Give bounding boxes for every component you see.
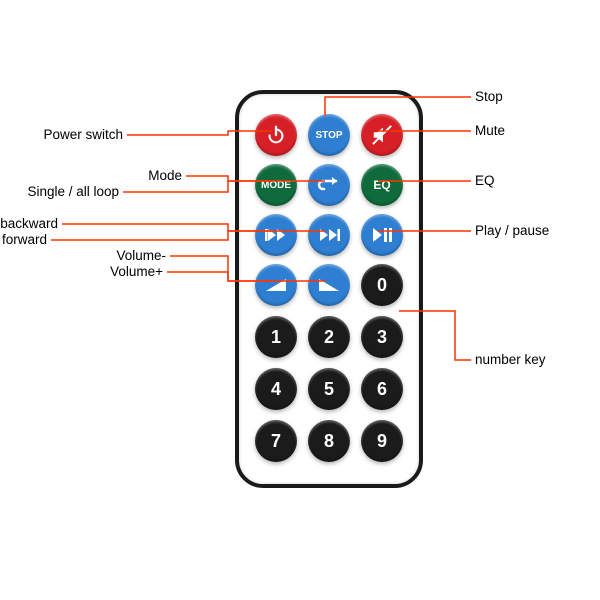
lead-stop — [325, 97, 471, 116]
lead-voldown — [170, 256, 272, 281]
label-voldown: Volume- — [116, 248, 166, 263]
lead-next — [62, 224, 272, 231]
label-next: Next song / fast backward — [0, 216, 58, 231]
lead-prev — [51, 231, 325, 240]
label-prev: Previous song / fast forward — [0, 232, 47, 247]
label-stop: Stop — [475, 89, 503, 104]
lead-volup — [167, 272, 325, 281]
label-loop: Single / all loop — [27, 184, 119, 199]
label-power: Power switch — [43, 127, 123, 142]
label-numkey: number key — [475, 352, 546, 367]
label-playpause: Play / pause — [475, 223, 549, 238]
label-eq: EQ — [475, 173, 495, 188]
lead-power — [127, 131, 272, 135]
leader-lines — [0, 0, 600, 600]
label-volup: Volume+ — [110, 264, 163, 279]
lead-numkey — [399, 311, 471, 360]
label-mode: Mode — [148, 168, 182, 183]
label-mute: Mute — [475, 123, 505, 138]
